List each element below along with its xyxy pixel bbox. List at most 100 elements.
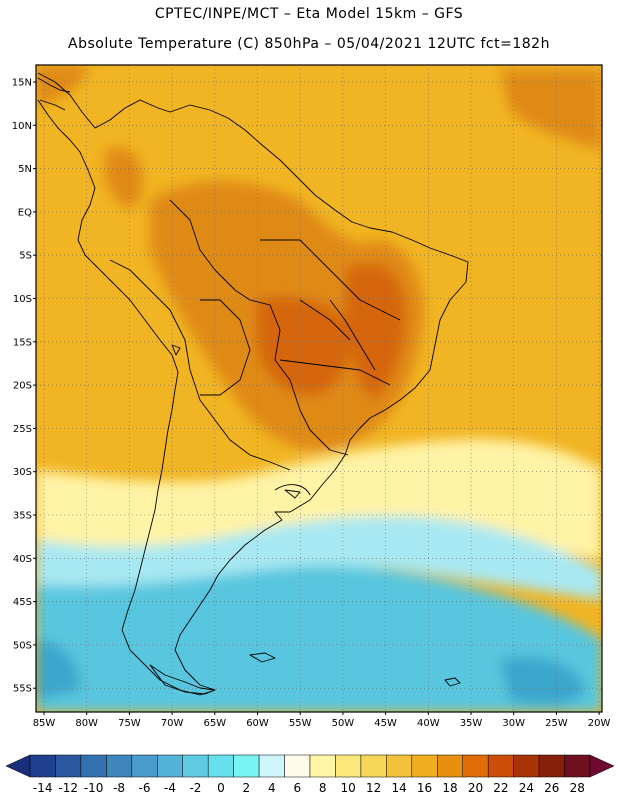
lat-label: 45S <box>13 597 32 608</box>
colorbar-swatch <box>258 754 285 778</box>
very-cold-region-west <box>36 640 80 700</box>
longitude-axis: 85W 80W 75W 70W 65W 60W 55W 50W 45W 40W 35W 30W 25W 2… <box>33 712 611 729</box>
very-hot-region <box>255 296 350 396</box>
colorbar-swatch <box>386 754 413 778</box>
colorbar-label: 26 <box>544 781 559 795</box>
lat-label: 30S <box>13 467 32 478</box>
colorbar-swatch <box>233 754 260 778</box>
colorbar-label: 24 <box>519 781 534 795</box>
lat-label: 5S <box>19 251 32 262</box>
lon-label: 60W <box>246 718 269 729</box>
colorbar-swatch <box>207 754 234 778</box>
colorbar-label: 8 <box>319 781 327 795</box>
south-georgia <box>444 677 461 687</box>
lon-label: 55W <box>289 718 312 729</box>
colorbar-label: 2 <box>243 781 251 795</box>
map-title-line-2: Absolute Temperature (C) 850hPa – 05/04/… <box>68 36 550 52</box>
colorbar-swatch <box>462 754 489 778</box>
colorbar-label: 14 <box>391 781 406 795</box>
lon-label: 20W <box>588 718 611 729</box>
colorbar-label: 16 <box>417 781 432 795</box>
lon-label: 30W <box>502 718 525 729</box>
colorbar-label: -2 <box>189 781 201 795</box>
tierra-del-fuego <box>149 664 216 695</box>
falkland-islands <box>249 652 276 663</box>
andes-border <box>109 259 291 471</box>
lon-label: 85W <box>33 718 56 729</box>
lon-label: 70W <box>161 718 184 729</box>
lon-label: 75W <box>118 718 141 729</box>
colorbar-label: -8 <box>113 781 125 795</box>
lat-label: 50S <box>13 640 32 651</box>
colorbar-label: -6 <box>139 781 151 795</box>
colorbar-label: -10 <box>84 781 104 795</box>
lat-label: 20S <box>13 381 32 392</box>
brazil-border <box>169 199 349 456</box>
colorbar-min-arrow <box>5 754 31 778</box>
colorbar-swatch <box>411 754 438 778</box>
central-america <box>37 77 71 111</box>
colorbar-swatch <box>55 754 82 778</box>
lake-titicaca <box>171 344 181 356</box>
lat-label: 35S <box>13 511 32 522</box>
lat-label: 15N <box>12 78 32 89</box>
colorbar-label: -12 <box>58 781 78 795</box>
colorbar-swatch <box>564 754 591 778</box>
lon-label: 25W <box>545 718 568 729</box>
rio-de-la-plata <box>274 484 311 496</box>
lat-label: 25S <box>13 424 32 435</box>
colorbar-label: 20 <box>468 781 483 795</box>
colorbar-label: -4 <box>164 781 176 795</box>
colorbar-max-arrow <box>589 754 615 778</box>
coastlines <box>37 72 469 696</box>
lon-label: 45W <box>374 718 397 729</box>
lat-label: 55S <box>13 684 32 695</box>
lon-label: 80W <box>75 718 98 729</box>
brazil-states <box>260 239 401 386</box>
laguna-dos-patos <box>284 489 301 499</box>
colorbar-label: 0 <box>217 781 225 795</box>
colorbar-swatch <box>131 754 158 778</box>
temperature-field <box>36 65 602 712</box>
colorbar-label: 4 <box>268 781 276 795</box>
lat-label: 15S <box>13 337 32 348</box>
lat-label: EQ <box>18 207 32 218</box>
colorbar-swatch <box>80 754 107 778</box>
very-cold-region <box>500 656 585 706</box>
very-hot-region-east <box>345 263 406 400</box>
map-title-line-1: CPTEC/INPE/MCT – Eta Model 15km – GFS <box>154 6 464 22</box>
colorbar-swatch <box>335 754 362 778</box>
colorbar-label: 22 <box>493 781 508 795</box>
lon-label: 65W <box>203 718 226 729</box>
colorbar-swatch <box>157 754 183 778</box>
colorbar-label: 10 <box>341 781 356 795</box>
colorbar-swatch <box>487 754 514 778</box>
bolivia-border <box>200 299 251 396</box>
colorbar-swatch <box>513 754 540 778</box>
colorbar-label: 6 <box>293 781 301 795</box>
colorbar-swatch <box>360 754 387 778</box>
lon-label: 40W <box>417 718 440 729</box>
colorbar-swatch <box>182 754 209 778</box>
lon-label: 35W <box>460 718 483 729</box>
colorbar-swatch <box>29 754 56 778</box>
temperature-colorbar: -14 -12 -10 -8 -6 -4 -2 0 2 4 6 8 10 12 14 16 18 20 22 24 26… <box>5 754 615 795</box>
colorbar-label: 18 <box>442 781 457 795</box>
colorbar-label: 12 <box>366 781 381 795</box>
colorbar-swatch <box>538 754 565 778</box>
colorbar-label: 28 <box>570 781 585 795</box>
cold-region <box>36 565 602 712</box>
latitude-axis: 15N 10N 5N EQ 5S 10S 15S 20S 25S 30S 35S 40S 45S 50S 5… <box>12 78 36 695</box>
plot-frame <box>35 64 603 713</box>
colorbar-swatch <box>284 754 311 778</box>
colorbar-label: -14 <box>33 781 53 795</box>
cool-band <box>36 515 602 600</box>
lat-label: 10N <box>12 121 32 132</box>
lat-label: 10S <box>13 294 32 305</box>
lat-label: 5N <box>18 164 32 175</box>
colorbar-swatch <box>309 754 336 778</box>
hot-region-andes <box>105 147 143 208</box>
south-america-coastline <box>37 72 469 696</box>
hot-region-northwest <box>36 65 90 105</box>
